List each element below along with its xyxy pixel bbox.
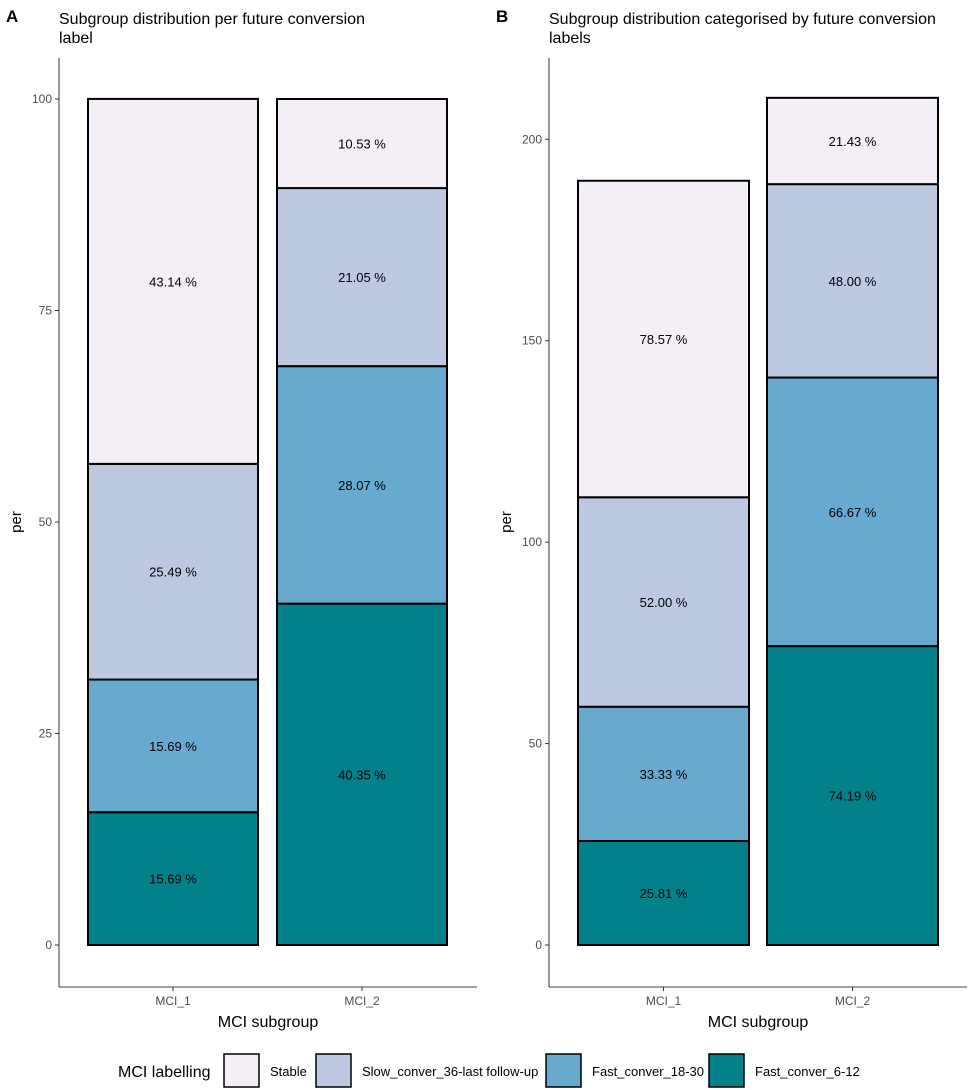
bar-data-label: 10.53 % — [338, 137, 386, 152]
legend-swatch-fast-conver-18-30 — [545, 1053, 582, 1088]
legend-label-fast-conver-18-30: Fast_conver_18-30 — [592, 1064, 704, 1079]
bar-data-label: 66.67 % — [829, 505, 877, 520]
bar-segment-fast-conver-18-30 — [577, 705, 750, 843]
bar-data-label: 78.57 % — [640, 332, 688, 347]
bar-data-label: 25.49 % — [149, 565, 197, 580]
y-tick-label: 200 — [522, 132, 542, 146]
bar-segment-fast-conver-18-30 — [766, 376, 939, 648]
y-tick-label: 25 — [39, 727, 53, 741]
panel-a-title-line2: label — [59, 30, 93, 47]
bar-data-label: 33.33 % — [640, 767, 688, 782]
x-tick-label: MCI_1 — [646, 994, 682, 1008]
panel-a-plot: 0 25 50 75 100 15.69 % 15.69 % 25.49 % 43.14 % MC… — [32, 58, 477, 1008]
panel-a-title-line1: Subgroup distribution per future convers… — [59, 11, 365, 28]
panel-b-tag: B — [496, 7, 508, 26]
y-tick-label: 0 — [45, 938, 52, 952]
bar-segment-fast-conver-6-12 — [276, 602, 448, 946]
panel-a-y-label: per — [8, 511, 25, 533]
bar-segment-stable — [766, 96, 939, 186]
bar-data-label: 74.19 % — [829, 789, 877, 804]
bar-segment-slow-conver-36-last-follow-up — [577, 496, 750, 708]
legend-label-stable: Stable — [270, 1064, 307, 1079]
bar-segment-slow-conver-36-last-follow-up — [87, 462, 259, 681]
bar-segment-fast-conver-6-12 — [577, 840, 750, 947]
bar-data-label: 48.00 % — [829, 274, 877, 289]
x-tick-label: MCI_1 — [155, 994, 191, 1008]
panel-b-title-line1: Subgroup distribution categorised by fut… — [549, 11, 936, 28]
bar-data-label: 21.43 % — [829, 134, 877, 149]
legend-title: MCI labelling — [118, 1064, 210, 1081]
legend-label-slow-conver: Slow_conver_36-last follow-up — [362, 1064, 538, 1079]
bar-data-label: 25.81 % — [640, 886, 688, 901]
x-tick-label: MCI_2 — [835, 994, 871, 1008]
bar-data-label: 15.69 % — [149, 872, 197, 887]
y-tick-label: 100 — [522, 535, 542, 549]
bar-segment-fast-conver-6-12 — [87, 811, 259, 946]
legend-label-fast-conver-6-12: Fast_conver_6-12 — [755, 1064, 860, 1079]
panel-b-x-label: MCI subgroup — [708, 1014, 809, 1031]
bar-segment-stable — [276, 98, 448, 190]
panel-b-plot: 0 50 100 150 200 25.81 % 33.33 % 52.00 % 78.57 %… — [522, 58, 967, 1008]
legend: MCI labelling Stable Slow_conver_36-last… — [118, 1053, 860, 1088]
panel-a-x-label: MCI subgroup — [218, 1014, 319, 1031]
y-tick-label: 50 — [39, 515, 53, 529]
y-tick-label: 0 — [535, 938, 542, 952]
bar-segment-stable — [87, 97, 259, 465]
bar-data-label: 43.14 % — [149, 274, 197, 289]
y-tick-label: 150 — [522, 334, 542, 348]
panel-a-tag: A — [6, 7, 18, 26]
bar-data-label: 40.35 % — [338, 767, 386, 782]
legend-swatch-fast-conver-6-12 — [708, 1053, 745, 1088]
bar-data-label: 28.07 % — [338, 478, 386, 493]
bar-segment-fast-conver-6-12 — [766, 645, 939, 946]
y-tick-label: 75 — [39, 304, 53, 318]
legend-swatch-slow-conver — [315, 1053, 352, 1088]
bar-segment-slow-conver-36-last-follow-up — [766, 183, 939, 379]
x-tick-label: MCI_2 — [344, 994, 380, 1008]
panel-b-title-line2: labels — [549, 30, 591, 47]
panel-b-y-label: per — [498, 511, 515, 533]
y-tick-label: 50 — [529, 737, 543, 751]
bar-data-label: 15.69 % — [149, 739, 197, 754]
legend-swatch-stable — [223, 1053, 260, 1088]
bar-data-label: 52.00 % — [640, 595, 688, 610]
bar-segment-stable — [577, 179, 750, 499]
bar-data-label: 21.05 % — [338, 270, 386, 285]
bar-segment-fast-conver-18-30 — [87, 678, 259, 814]
y-tick-label: 100 — [32, 92, 52, 106]
